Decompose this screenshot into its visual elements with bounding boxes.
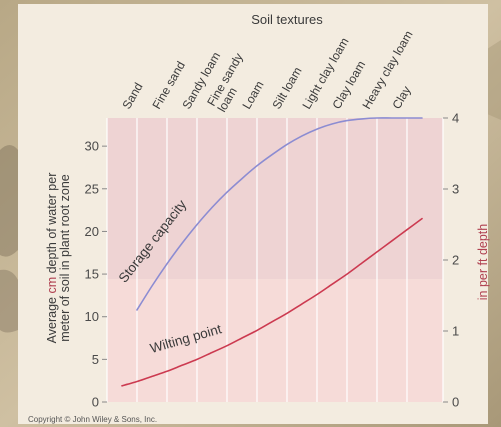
right-axis-label: in per ft depth bbox=[476, 224, 490, 300]
left-tick-label: 25 bbox=[85, 181, 99, 196]
left-tick-label: 20 bbox=[85, 224, 99, 239]
chart-title: Soil textures bbox=[251, 12, 323, 27]
left-tick-label: 15 bbox=[85, 267, 99, 282]
wilting-point-line bbox=[121, 217, 423, 387]
left-tick-label: 10 bbox=[85, 309, 99, 324]
series-lines bbox=[121, 117, 423, 387]
soil-texture-label: Clay bbox=[389, 84, 413, 112]
plot-band-upper bbox=[107, 118, 443, 280]
soil-texture-label: Loam bbox=[239, 78, 266, 111]
left-tick-label: 5 bbox=[92, 352, 99, 367]
plot-band-lower bbox=[107, 279, 443, 402]
left-tick-label: 30 bbox=[85, 139, 99, 154]
left-axis-ticks: 0 5 10 15 20 25 30 bbox=[85, 139, 107, 410]
right-tick-label: 4 bbox=[452, 111, 459, 126]
soil-texture-label-line: Clay bbox=[389, 84, 413, 112]
plot-background bbox=[107, 118, 443, 402]
storage-capacity-line bbox=[136, 117, 423, 311]
right-tick-label: 1 bbox=[452, 324, 459, 339]
left-tick-label: 0 bbox=[92, 395, 99, 410]
right-axis-ticks: 0 1 2 3 4 bbox=[443, 111, 459, 410]
right-tick-label: 2 bbox=[452, 253, 459, 268]
soil-texture-label-line: Sand bbox=[119, 80, 145, 111]
left-axis-label-line1: Average cm depth of water per bbox=[45, 173, 59, 344]
copyright-text: Copyright © John Wiley & Sons, Inc. bbox=[28, 415, 157, 424]
soil-texture-label-line: Loam bbox=[239, 78, 266, 111]
left-axis-label-line2: meter of soil in plant root zone bbox=[58, 174, 72, 341]
right-tick-label: 0 bbox=[452, 395, 459, 410]
soil-texture-label: Sand bbox=[119, 80, 145, 111]
right-tick-label: 3 bbox=[452, 182, 459, 197]
